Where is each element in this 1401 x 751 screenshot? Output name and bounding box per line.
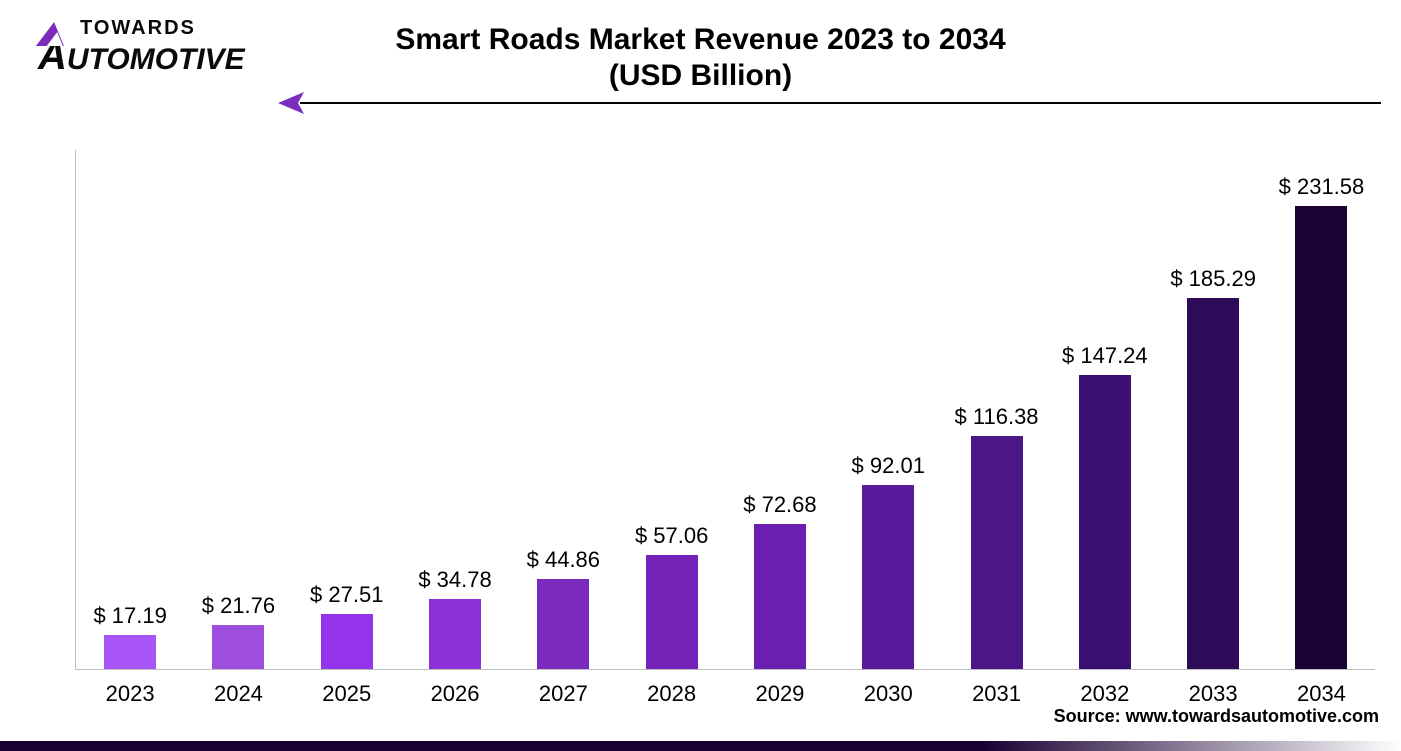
bar-value-label: $ 92.01 — [852, 453, 925, 479]
bar — [1187, 298, 1239, 669]
x-axis-label: 2028 — [618, 681, 726, 707]
title-line1: Smart Roads Market Revenue 2023 to 2034 — [395, 23, 1005, 56]
x-axis-label: 2034 — [1267, 681, 1375, 707]
chart-title: Smart Roads Market Revenue 2023 to 2034 … — [0, 22, 1401, 94]
bar-value-label: $ 147.24 — [1062, 343, 1148, 369]
bar — [862, 485, 914, 669]
bar-group: $ 92.012030 — [834, 453, 942, 669]
x-axis-label: 2032 — [1051, 681, 1159, 707]
bar — [212, 625, 264, 669]
x-axis-label: 2026 — [401, 681, 509, 707]
bar-value-label: $ 116.38 — [955, 404, 1039, 430]
x-axis-label: 2031 — [942, 681, 1050, 707]
x-axis-label: 2030 — [834, 681, 942, 707]
title-line2: (USD Billion) — [609, 59, 792, 92]
bar-group: $ 185.292033 — [1159, 266, 1267, 669]
bar-group: $ 21.762024 — [184, 593, 292, 669]
bar — [754, 524, 806, 669]
bar-group: $ 72.682029 — [726, 492, 834, 669]
bar-group: $ 116.382031 — [942, 404, 1050, 669]
bar — [104, 635, 156, 669]
x-axis-label: 2029 — [726, 681, 834, 707]
chart-container: TOWARDS AUTOMOTIVE Smart Roads Market Re… — [0, 0, 1401, 751]
bar-value-label: $ 21.76 — [202, 593, 275, 619]
bar-value-label: $ 34.78 — [418, 567, 491, 593]
bar-value-label: $ 72.68 — [743, 492, 816, 518]
bar-value-label: $ 44.86 — [527, 547, 600, 573]
bar-group: $ 34.782026 — [401, 567, 509, 669]
bar — [321, 614, 373, 669]
bar — [429, 599, 481, 669]
bar-group: $ 231.582034 — [1267, 174, 1375, 669]
bar-chart: $ 17.192023$ 21.762024$ 27.512025$ 34.78… — [75, 150, 1375, 670]
bar — [646, 555, 698, 669]
arrow-left-icon — [278, 92, 308, 114]
bar-value-label: $ 57.06 — [635, 523, 708, 549]
source-attribution: Source: www.towardsautomotive.com — [1054, 706, 1379, 727]
bar-group: $ 44.862027 — [509, 547, 617, 669]
bar — [537, 579, 589, 669]
bar — [1295, 206, 1347, 669]
bar-value-label: $ 231.58 — [1279, 174, 1365, 200]
x-axis-label: 2033 — [1159, 681, 1267, 707]
bar-group: $ 147.242032 — [1051, 343, 1159, 669]
bar-group: $ 27.512025 — [293, 582, 401, 669]
bar-value-label: $ 185.29 — [1170, 266, 1256, 292]
bar — [1079, 375, 1131, 669]
x-axis-label: 2024 — [184, 681, 292, 707]
x-axis-label: 2027 — [509, 681, 617, 707]
bar-value-label: $ 17.19 — [93, 603, 166, 629]
bottom-decorative-stripe — [0, 741, 1401, 751]
decorative-arrow-line — [300, 102, 1381, 104]
x-axis-label: 2025 — [293, 681, 401, 707]
bar-group: $ 57.062028 — [618, 523, 726, 669]
x-axis-label: 2023 — [76, 681, 184, 707]
bar — [971, 436, 1023, 669]
bar-value-label: $ 27.51 — [310, 582, 383, 608]
bar-group: $ 17.192023 — [76, 603, 184, 669]
